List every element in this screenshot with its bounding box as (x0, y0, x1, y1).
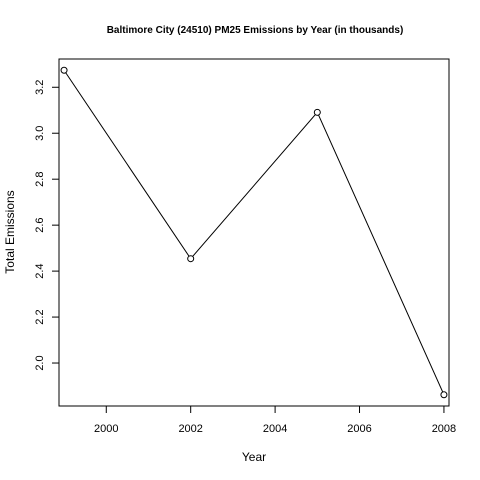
x-axis: 2000 2002 2004 2006 2008 (94, 405, 456, 435)
y-axis-label: Total Emissions (3, 190, 17, 273)
x-axis-label: Year (242, 450, 266, 464)
y-tick-label: 2.6 (34, 217, 46, 232)
plot-frame (58, 58, 450, 407)
x-tick-label: 2004 (263, 423, 287, 435)
data-point (440, 391, 448, 399)
y-tick-label: 2.8 (34, 172, 46, 187)
series-group (60, 66, 448, 399)
data-point (187, 255, 195, 263)
data-point (60, 66, 68, 74)
y-tick-label: 2.2 (34, 309, 46, 324)
y-tick-label: 3.2 (34, 80, 46, 95)
y-tick-label: 3.0 (34, 126, 46, 141)
y-tick-label: 2.0 (34, 355, 46, 370)
x-tick-label: 2002 (178, 423, 202, 435)
x-tick-label: 2008 (432, 423, 456, 435)
y-axis: 2.0 2.2 2.4 2.6 2.8 3.0 3.2 (34, 80, 60, 371)
y-tick-label: 2.4 (34, 263, 46, 278)
chart-title: Baltimore City (24510) PM25 Emissions by… (107, 25, 404, 36)
series-line (63, 69, 445, 395)
data-point (313, 108, 321, 116)
x-tick-label: 2000 (94, 423, 118, 435)
x-tick-label: 2006 (347, 423, 371, 435)
